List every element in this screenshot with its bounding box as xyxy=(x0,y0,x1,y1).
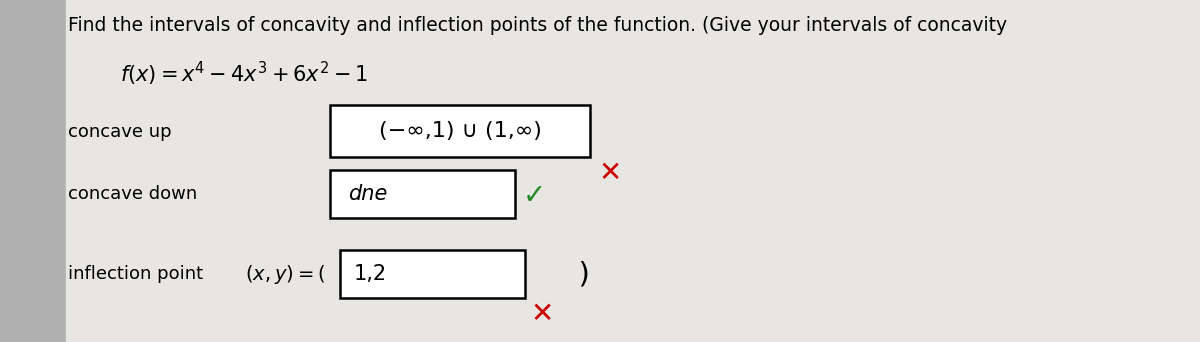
Text: concave down: concave down xyxy=(68,185,197,203)
Text: inflection point: inflection point xyxy=(68,265,203,283)
Text: Find the intervals of concavity and inflection points of the function. (Give you: Find the intervals of concavity and infl… xyxy=(68,16,1007,35)
FancyBboxPatch shape xyxy=(340,250,526,298)
Text: dne: dne xyxy=(348,184,388,204)
Text: $f(x) = x^4 - 4x^3 + 6x^2 - 1$: $f(x) = x^4 - 4x^3 + 6x^2 - 1$ xyxy=(120,60,368,88)
FancyBboxPatch shape xyxy=(330,170,515,218)
Text: ✓: ✓ xyxy=(523,182,546,210)
FancyBboxPatch shape xyxy=(330,105,590,157)
Text: 1,2: 1,2 xyxy=(354,264,388,284)
Text: ✕: ✕ xyxy=(598,159,622,187)
Text: ): ) xyxy=(560,260,590,288)
Text: concave up: concave up xyxy=(68,123,172,141)
Text: $(x, y) = ($: $(x, y) = ($ xyxy=(245,263,325,286)
Text: ✕: ✕ xyxy=(530,300,553,328)
Text: (−∞,1) ∪ (1,∞): (−∞,1) ∪ (1,∞) xyxy=(378,121,541,141)
